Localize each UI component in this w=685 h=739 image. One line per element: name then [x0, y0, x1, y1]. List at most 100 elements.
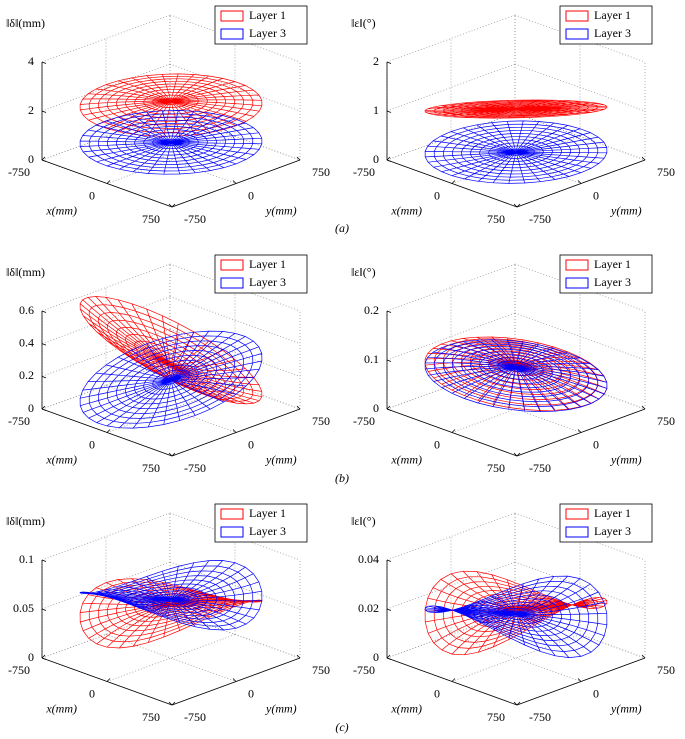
grid-line	[169, 610, 301, 659]
surface-mesh	[79, 110, 263, 175]
tick	[513, 701, 518, 706]
x-tick-label: 0	[434, 437, 440, 451]
tick	[577, 180, 582, 184]
z-tick-label: 0.6	[19, 303, 34, 317]
tick	[106, 678, 111, 682]
tick	[41, 654, 46, 659]
tick	[516, 452, 521, 457]
grid-line	[450, 136, 582, 184]
x-axis-label: x(mm)	[45, 701, 77, 715]
grid-line	[105, 385, 237, 433]
legend-box	[214, 254, 308, 294]
x-tick-label: 750	[142, 461, 160, 475]
surface-mesh	[79, 330, 263, 429]
tick	[386, 657, 392, 660]
x-tick-label: 750	[142, 710, 160, 724]
y-tick-label: 0	[248, 686, 254, 700]
y-tick-label: 750	[657, 663, 675, 677]
legend-swatch	[220, 259, 244, 271]
legend-label: Layer 3	[249, 275, 286, 289]
tick	[577, 678, 582, 682]
tick	[386, 559, 392, 562]
y-axis-label: y(mm)	[265, 701, 297, 715]
tick	[641, 405, 646, 410]
y-axis-label: y(mm)	[265, 203, 297, 217]
legend-box	[214, 503, 308, 543]
tick	[296, 405, 301, 410]
x-axis-label: x(mm)	[390, 203, 422, 217]
legend-label: Layer 3	[594, 524, 631, 538]
y-axis-label: y(mm)	[610, 452, 642, 466]
legend-label: Layer 1	[249, 257, 286, 271]
tick	[451, 678, 456, 682]
tick	[451, 180, 456, 184]
tick	[232, 180, 237, 184]
x-axis-label: x(mm)	[45, 452, 77, 466]
legend-swatch	[565, 259, 589, 271]
tick	[168, 203, 173, 208]
tick	[516, 203, 521, 208]
tick	[41, 408, 47, 411]
legend-box	[559, 503, 653, 543]
legend-label: Layer 3	[594, 275, 631, 289]
legend-swatch	[220, 10, 244, 22]
tick	[41, 405, 46, 410]
legend-label: Layer 3	[594, 26, 631, 40]
tick	[232, 678, 237, 682]
tick	[513, 452, 518, 457]
surface-mesh	[424, 99, 608, 119]
caption: (b)	[335, 471, 349, 485]
legend-swatch	[565, 28, 589, 40]
x-tick-label: 750	[487, 461, 505, 475]
tick	[41, 110, 47, 113]
z-tick-label: 0.05	[13, 601, 34, 615]
tick	[513, 203, 518, 208]
caption: (c)	[335, 720, 348, 734]
tick	[386, 310, 392, 313]
y-tick-label: 0	[593, 188, 599, 202]
y-tick-label: 750	[657, 414, 675, 428]
y-tick-label: -750	[184, 461, 206, 475]
x-tick-label: -750	[353, 414, 375, 428]
z-axis-label: ‖ε‖(°)	[351, 16, 376, 30]
tick	[41, 310, 47, 313]
x-tick-label: 0	[89, 437, 95, 451]
y-tick-label: 750	[312, 165, 330, 179]
tick	[386, 110, 392, 113]
grid-line	[514, 112, 646, 161]
x-axis-label: x(mm)	[390, 452, 422, 466]
z-tick-label: 0	[373, 152, 379, 166]
y-tick-label: 0	[593, 686, 599, 700]
z-axis-label: ‖δ‖(mm)	[6, 265, 45, 279]
tick	[41, 156, 46, 161]
grid-line	[514, 610, 646, 659]
z-tick-label: 2	[28, 103, 34, 117]
legend-label: Layer 3	[249, 524, 286, 538]
x-tick-label: 0	[89, 188, 95, 202]
z-tick-label: 0.2	[364, 303, 379, 317]
tick	[386, 654, 391, 659]
grid-line	[169, 361, 301, 410]
z-axis-label: ‖δ‖(mm)	[6, 514, 45, 528]
z-tick-label: 2	[373, 54, 379, 68]
tick	[106, 429, 111, 433]
tick	[641, 156, 646, 161]
legend-label: Layer 1	[594, 257, 631, 271]
z-tick-label: 0	[28, 152, 34, 166]
y-tick-label: 750	[312, 414, 330, 428]
x-tick-label: -750	[8, 165, 30, 179]
legend-swatch	[565, 10, 589, 22]
legend-swatch	[220, 28, 244, 40]
legend-label: Layer 1	[249, 506, 286, 520]
tick	[386, 359, 392, 362]
grid-line	[105, 634, 237, 682]
surface-mesh	[424, 575, 608, 658]
legend-swatch	[565, 508, 589, 520]
y-axis-label: y(mm)	[610, 701, 642, 715]
